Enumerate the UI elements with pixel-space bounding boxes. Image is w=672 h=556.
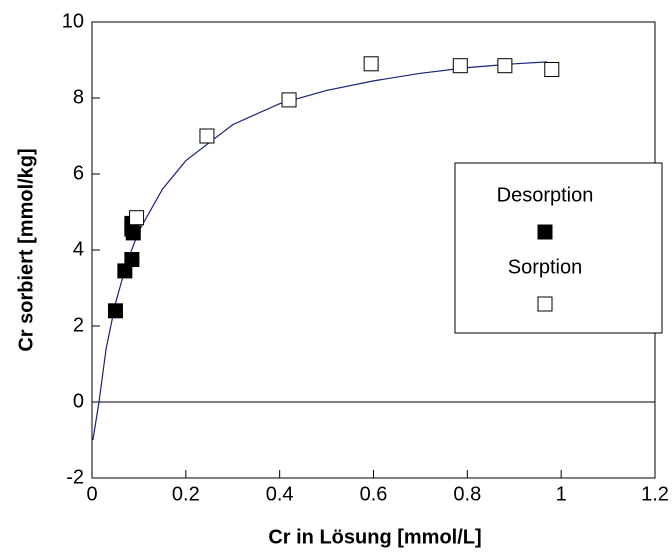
x-tick-label: 0.4 — [266, 483, 294, 505]
y-tick-label: 8 — [73, 86, 84, 108]
y-tick-label: 0 — [73, 390, 84, 412]
legend-marker — [537, 224, 553, 240]
marker — [281, 92, 297, 108]
y-tick-label: 10 — [62, 10, 84, 32]
legend-marker — [537, 296, 553, 312]
y-axis-title: Cr sorbiert [mmol/kg] — [15, 148, 37, 351]
x-axis-title: Cr in Lösung [mmol/L] — [268, 526, 481, 548]
marker — [199, 128, 215, 144]
x-tick-label: 1.2 — [641, 483, 669, 505]
y-tick-label: 2 — [73, 314, 84, 336]
marker — [129, 210, 145, 226]
x-tick-label: 1 — [556, 483, 567, 505]
x-tick-label: 0.6 — [360, 483, 388, 505]
marker — [124, 252, 140, 267]
marker — [363, 56, 379, 72]
marker — [497, 58, 513, 74]
marker — [107, 303, 123, 319]
legend-label: Sorption — [508, 256, 583, 278]
y-tick-label: 6 — [73, 162, 84, 184]
x-tick-label: 0.2 — [172, 483, 200, 505]
x-tick-label: 0 — [86, 483, 97, 505]
legend-label: Desorption — [497, 184, 594, 206]
y-tick-label: 4 — [73, 238, 84, 260]
marker — [125, 225, 141, 241]
legend-box — [454, 162, 663, 334]
y-tick-label: -2 — [66, 466, 84, 488]
marker — [452, 58, 468, 74]
x-tick-label: 0.8 — [453, 483, 481, 505]
marker — [544, 62, 560, 77]
